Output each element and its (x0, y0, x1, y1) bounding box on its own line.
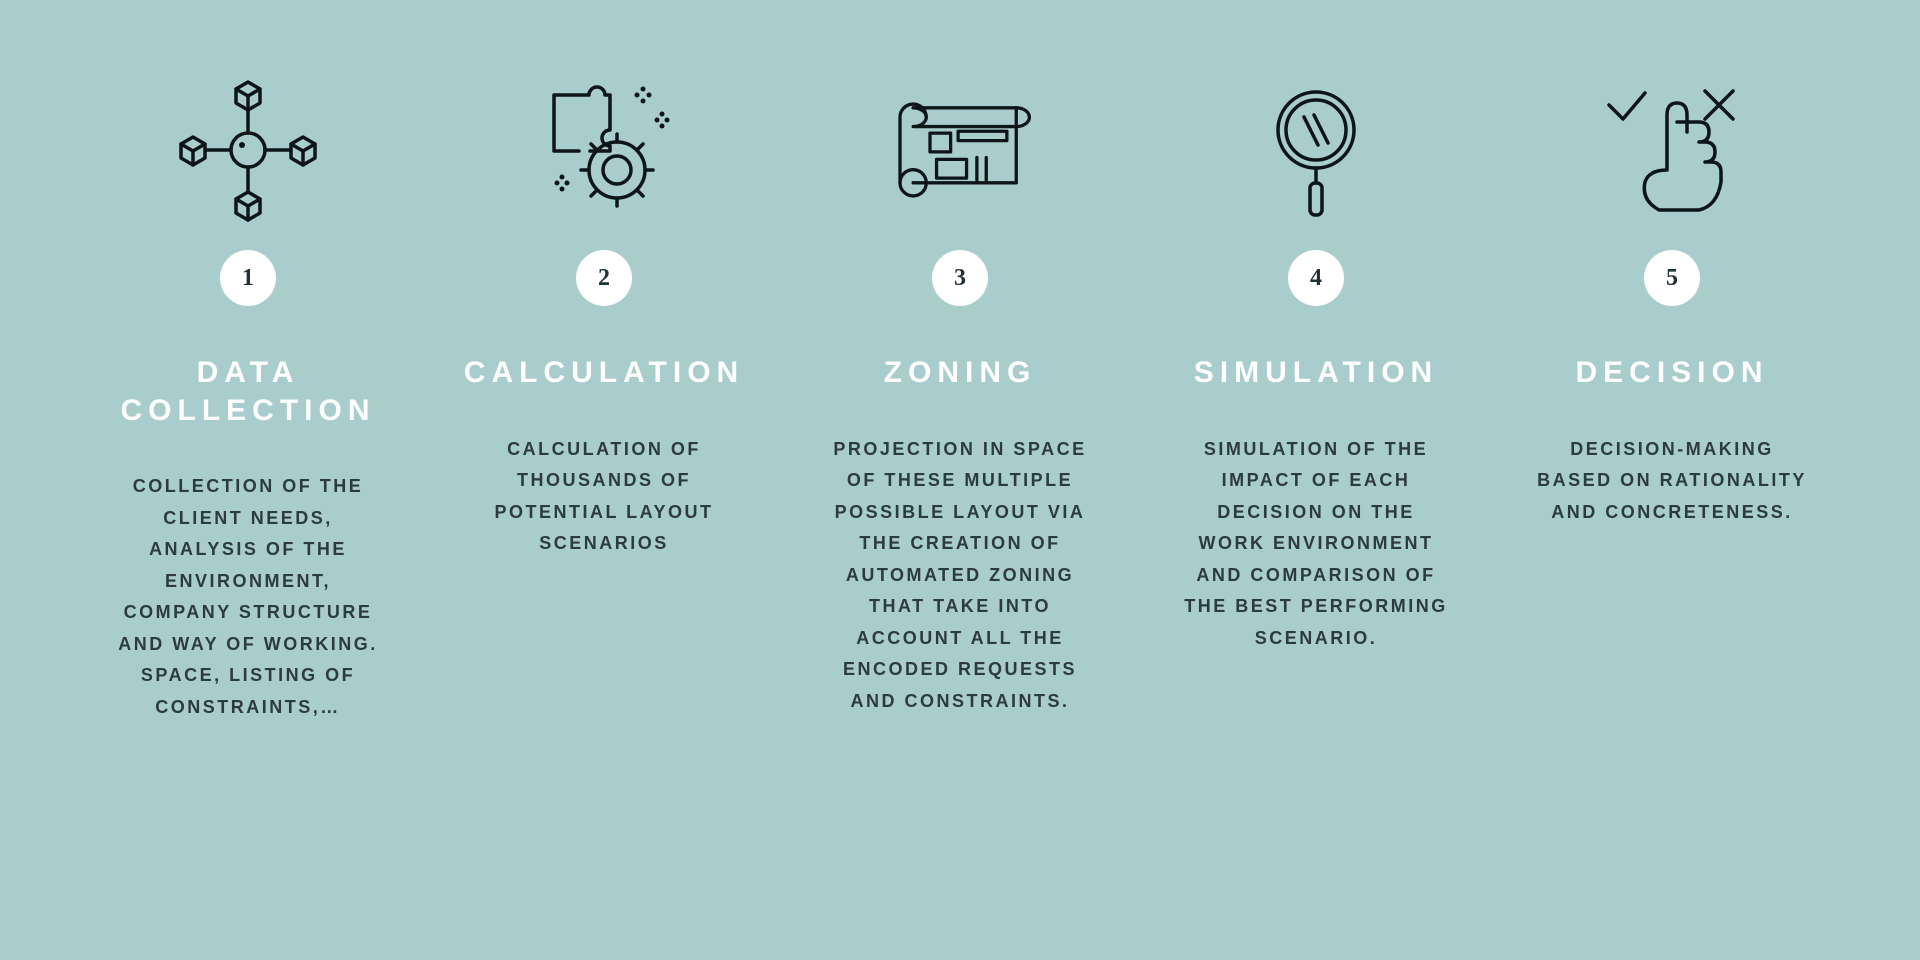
step-number-badge: 1 (220, 250, 276, 306)
step-desc: Projection in space of these multiple po… (825, 434, 1095, 718)
step-number-badge: 3 (932, 250, 988, 306)
step-5: 5 DECISION Decision-making based on rati… (1514, 70, 1830, 723)
step-title: DATA COLLECTION (90, 354, 406, 429)
steps-row: 1 DATA COLLECTION Collection of the clie… (0, 0, 1920, 723)
step-title: DECISION (1575, 354, 1768, 392)
step-desc: Decision-making based on rationality and… (1537, 434, 1807, 529)
step-desc: Simulation of the impact of each decisio… (1181, 434, 1451, 655)
step-title: SIMULATION (1194, 354, 1438, 392)
step-number-badge: 2 (576, 250, 632, 306)
step-desc: Collection of the client needs, analysis… (113, 471, 383, 723)
puzzle-gear-icon (529, 70, 679, 230)
decision-hand-icon (1597, 70, 1747, 230)
step-2: 2 CALCULATION Calculation of thousands o… (446, 70, 762, 723)
step-1: 1 DATA COLLECTION Collection of the clie… (90, 70, 406, 723)
step-3: 3 ZONING Projection in space of these mu… (802, 70, 1118, 723)
step-4: 4 SIMULATION Simulation of the impact of… (1158, 70, 1474, 723)
step-desc: Calculation of thousands of potential la… (469, 434, 739, 560)
magnifier-icon (1241, 70, 1391, 230)
network-nodes-icon (173, 70, 323, 230)
blueprint-icon (885, 70, 1035, 230)
step-number-badge: 5 (1644, 250, 1700, 306)
step-title: ZONING (884, 354, 1037, 392)
step-number-badge: 4 (1288, 250, 1344, 306)
step-title: CALCULATION (464, 354, 744, 392)
